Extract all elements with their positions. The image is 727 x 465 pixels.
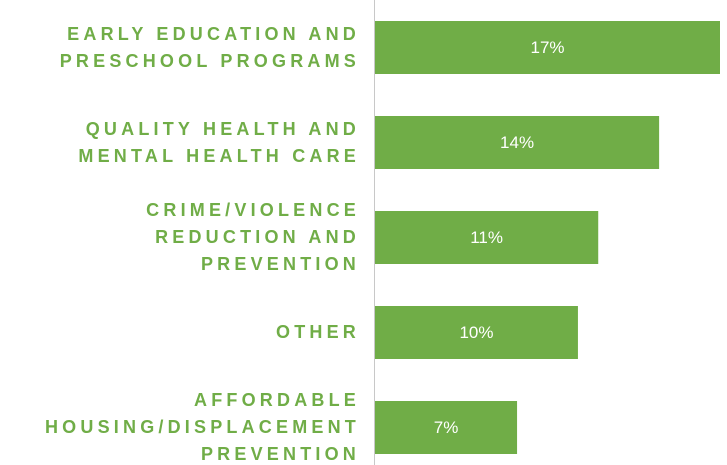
bar: [375, 21, 720, 74]
value-label: 11%: [470, 228, 503, 247]
category-label-box: QUALITY HEALTH AND MENTAL HEALTH CARE: [10, 95, 360, 190]
value-label: 7%: [434, 418, 459, 437]
category-label: QUALITY HEALTH AND MENTAL HEALTH CARE: [78, 118, 360, 166]
category-label: CRIME/VIOLENCE REDUCTION AND PREVENTION: [146, 200, 360, 274]
category-label-box: EARLY EDUCATION AND PRESCHOOL PROGRAMS: [10, 0, 360, 95]
category-label: OTHER: [276, 322, 360, 342]
category-label-box: AFFORDABLE HOUSING/DISPLACEMENT PREVENTI…: [10, 380, 360, 465]
bar: [375, 116, 660, 169]
bar: [375, 306, 578, 359]
category-label-box: CRIME/VIOLENCE REDUCTION AND PREVENTION: [10, 190, 360, 285]
category-label: AFFORDABLE HOUSING/DISPLACEMENT PREVENTI…: [44, 390, 360, 464]
value-label: 14%: [500, 133, 534, 152]
category-label: EARLY EDUCATION AND PRESCHOOL PROGRAMS: [59, 23, 360, 71]
value-label: 17%: [530, 38, 564, 57]
bar: [375, 401, 518, 454]
bar: [375, 211, 599, 264]
value-label: 10%: [459, 323, 493, 342]
category-label-box: OTHER: [10, 285, 360, 380]
